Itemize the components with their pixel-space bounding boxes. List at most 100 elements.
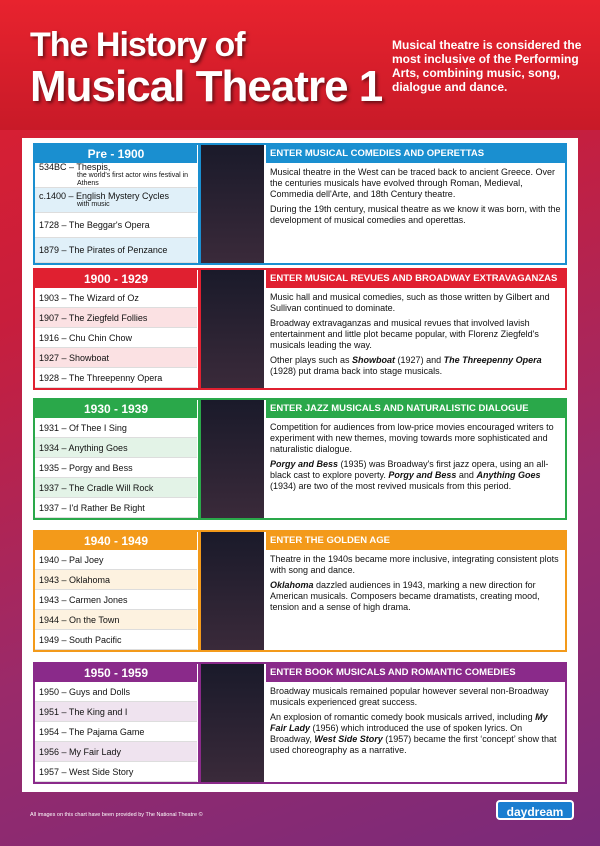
section: Pre - 1900 534BC – Thespis, the world's fi…	[33, 143, 567, 265]
paragraph: Theatre in the 1940s became more inclusi…	[266, 554, 565, 576]
heading: ENTER THE GOLDEN AGE	[266, 532, 565, 550]
item-note: with music	[77, 201, 110, 208]
paragraph: Competition for audiences from low-price…	[266, 422, 565, 455]
period: 1930 - 1939	[35, 400, 197, 418]
title-run: Porgy and Bess	[270, 459, 339, 469]
period: 1950 - 1959	[35, 664, 197, 682]
timeline-item: 1903 – The Wizard of Oz	[35, 288, 197, 308]
timeline: Pre - 1900 534BC – Thespis, the world's fi…	[35, 145, 197, 263]
item-text: 1916 – Chu Chin Chow	[39, 332, 133, 343]
paragraph: Musical theatre in the West can be trace…	[266, 167, 565, 200]
text-run: Competition for audiences from low-price…	[270, 422, 554, 454]
timeline-item: c.1400 – English Mystery Cycles with musi…	[35, 188, 197, 213]
poster-image	[198, 400, 264, 518]
item-text: 534BC – Thespis,	[39, 162, 111, 172]
item-text: c.1400 – English Mystery Cycles	[39, 191, 170, 201]
section: 1930 - 1939 1931 – Of Thee I Sing 1934 – A…	[33, 398, 567, 520]
logo: daydream	[496, 800, 574, 820]
paragraph: Porgy and Bess (1935) was Broadway's fir…	[266, 459, 565, 492]
text-run: (1935) was Broadway's first jazz opera, …	[270, 459, 549, 480]
title-run: Porgy and Bess	[388, 470, 457, 480]
panel: Pre - 1900 534BC – Thespis, the world's fi…	[22, 138, 578, 792]
text-run: Broadway musicals remained popular howev…	[270, 686, 549, 707]
timeline-item: 1934 – Anything Goes	[35, 438, 197, 458]
timeline-item: 1944 – On the Town	[35, 610, 197, 630]
title-line: The History of	[30, 26, 246, 64]
poster-image	[198, 532, 264, 650]
description: ENTER MUSICAL REVUES AND BROADWAY EXTRAV…	[266, 270, 565, 388]
paragraph: During the 19th century, musical theatre…	[266, 204, 565, 226]
item-text: 1934 – Anything Goes	[39, 442, 128, 453]
text-run: dazzled audiences in 1943, marking a new…	[270, 580, 540, 612]
poster-image	[198, 270, 264, 388]
timeline-item: 1949 – South Pacific	[35, 630, 197, 650]
text-run: and	[456, 470, 477, 480]
item-text: 1937 – The Cradle Will Rock	[39, 482, 154, 493]
item-text: 1937 – I'd Rather Be Right	[39, 502, 145, 513]
timeline: 1900 - 1929 1903 – The Wizard of Oz 1907 –…	[35, 270, 197, 388]
text-run: Music hall and musical comedies, such as…	[270, 292, 550, 313]
item-text: 1728 – The Beggar's Opera	[39, 220, 150, 230]
period: 1900 - 1929	[35, 270, 197, 288]
title-run: Showboat	[352, 355, 396, 365]
title-run: My Fair Lady	[270, 712, 548, 733]
text-run: (1957) became the first ‘concept’ show t…	[270, 734, 557, 755]
item-text: 1907 – The Ziegfeld Follies	[39, 312, 148, 323]
heading: ENTER MUSICAL COMEDIES AND OPERETTAS	[266, 145, 565, 163]
timeline-item: 1937 – The Cradle Will Rock	[35, 478, 197, 498]
timeline-item: 534BC – Thespis, the world's first actor …	[35, 162, 197, 188]
description: ENTER THE GOLDEN AGE Theatre in the 1940s…	[266, 532, 565, 650]
section: 1900 - 1929 1903 – The Wizard of Oz 1907 –…	[33, 268, 567, 390]
item-text: 1944 – On the Town	[39, 614, 120, 625]
timeline: 1950 - 1959 1950 – Guys and Dolls 1951 – T…	[35, 664, 197, 782]
timeline-item: 1957 – West Side Story	[35, 762, 197, 782]
item-text: 1903 – The Wizard of Oz	[39, 292, 139, 303]
timeline-item: 1928 – The Threepenny Opera	[35, 368, 197, 388]
poster-image	[198, 664, 264, 782]
item-text: 1927 – Showboat	[39, 352, 110, 363]
title-run: Oklahoma	[270, 580, 314, 590]
paragraph: An explosion of romantic comedy book mus…	[266, 712, 565, 756]
paragraph: Broadway musicals remained popular howev…	[266, 686, 565, 708]
timeline: 1940 - 1949 1940 – Pal Joey 1943 – Oklahom…	[35, 532, 197, 650]
timeline-item: 1935 – Porgy and Bess	[35, 458, 197, 478]
description: ENTER MUSICAL COMEDIES AND OPERETTAS Musi…	[266, 145, 565, 263]
timeline-item: 1954 – The Pajama Game	[35, 722, 197, 742]
item-text: 1935 – Porgy and Bess	[39, 462, 133, 473]
timeline-item: 1879 – The Pirates of Penzance	[35, 238, 197, 263]
item-text: 1879 – The Pirates of Penzance	[39, 245, 168, 255]
title-run: The Threepenny Opera	[443, 355, 542, 365]
item-note: the world's first actor wins festival in…	[77, 172, 189, 187]
timeline-item: 1916 – Chu Chin Chow	[35, 328, 197, 348]
timeline-item: 1907 – The Ziegfeld Follies	[35, 308, 197, 328]
item-text: 1943 – Oklahoma	[39, 574, 111, 585]
heading: ENTER MUSICAL REVUES AND BROADWAY EXTRAV…	[266, 270, 565, 288]
text-run: Other plays such as	[270, 355, 353, 365]
heading: ENTER BOOK MUSICALS AND ROMANTIC COMEDIE…	[266, 664, 565, 682]
timeline-item: 1950 – Guys and Dolls	[35, 682, 197, 702]
timeline-item: 1931 – Of Thee I Sing	[35, 418, 197, 438]
text-run: (1934) are two of the most revived music…	[270, 481, 512, 491]
item-text: 1956 – My Fair Lady	[39, 746, 122, 757]
item-text: 1954 – The Pajama Game	[39, 726, 145, 737]
description: ENTER BOOK MUSICALS AND ROMANTIC COMEDIE…	[266, 664, 565, 782]
section: 1940 - 1949 1940 – Pal Joey 1943 – Oklahom…	[33, 530, 567, 652]
timeline-item: 1943 – Carmen Jones	[35, 590, 197, 610]
text-run: (1928) put drama back into stage musical…	[270, 366, 443, 376]
item-text: 1957 – West Side Story	[39, 766, 134, 777]
item-text: 1949 – South Pacific	[39, 634, 122, 645]
text-run: (1927) and	[395, 355, 444, 365]
period: Pre - 1900	[35, 145, 197, 163]
text-run: (1956) which introduced the use of spoke…	[270, 723, 523, 744]
poster-image	[198, 145, 264, 263]
description: ENTER JAZZ MUSICALS AND NATURALISTIC DIA…	[266, 400, 565, 518]
text-run: Theatre in the 1940s became more inclusi…	[270, 554, 559, 575]
paragraph: Oklahoma dazzled audiences in 1943, mark…	[266, 580, 565, 613]
timeline-item: 1951 – The King and I	[35, 702, 197, 722]
text-run: During the 19th century, musical theatre…	[270, 204, 561, 225]
text-run: Musical theatre in the West can be trace…	[270, 167, 555, 199]
item-text: 1940 – Pal Joey	[39, 554, 104, 565]
title-line: Musical Theatre 1	[30, 62, 383, 111]
timeline-item: 1940 – Pal Joey	[35, 550, 197, 570]
section: 1950 - 1959 1950 – Guys and Dolls 1951 – T…	[33, 662, 567, 784]
